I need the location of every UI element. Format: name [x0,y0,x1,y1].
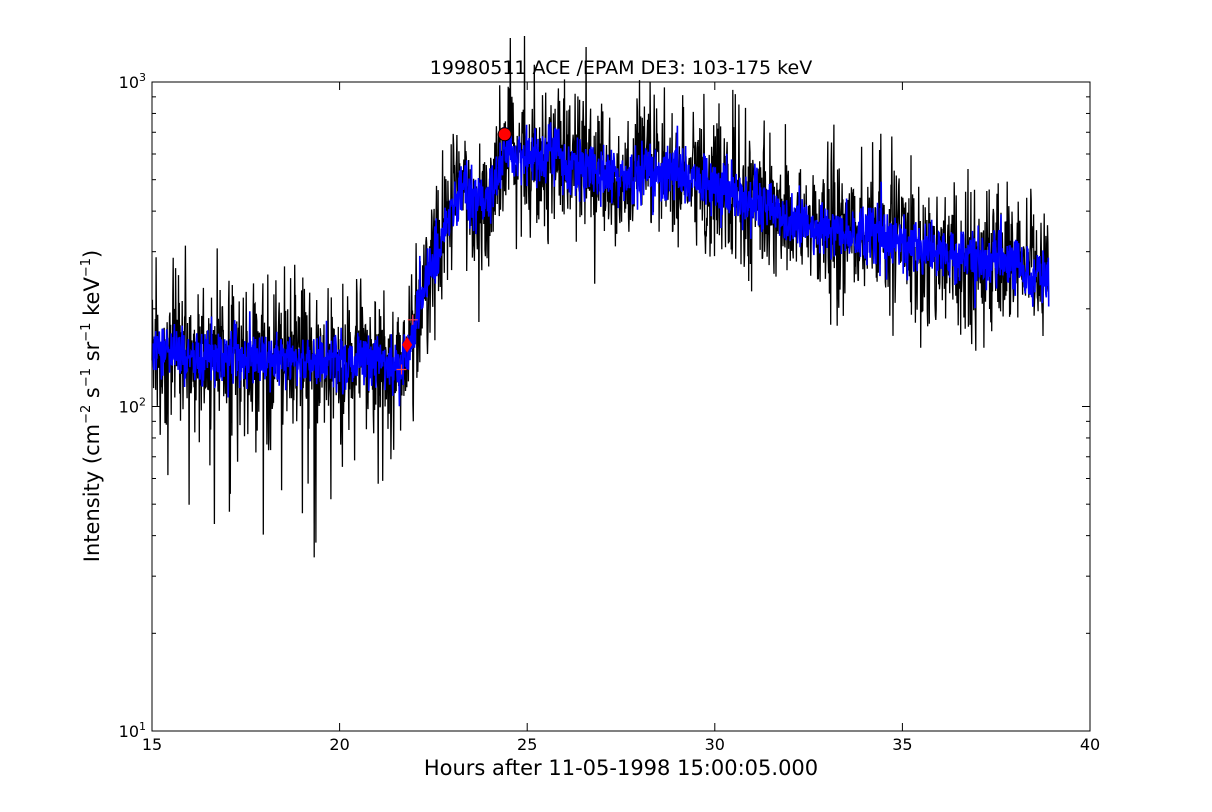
y-tick-label: 101 [119,720,146,741]
smoothed-intensity-line [151,122,1050,407]
x-tick-label: 40 [1080,735,1100,754]
y-tick-label: 103 [119,71,146,92]
chart-title: 19980511 ACE /EPAM DE3: 103-175 keV [430,57,812,79]
x-axis-label: Hours after 11-05-1998 15:00:05.000 [424,756,818,780]
x-tick-label: 30 [705,735,725,754]
onset-bound-marker [396,364,407,375]
series-layer [151,35,1050,558]
x-tick-label: 15 [142,735,162,754]
y-axis-label: Intensity (cm−2 s−1 sr−1 keV−1) [79,250,104,562]
y-tick-labels: 101 102 103 [119,71,146,741]
x-tick-label: 35 [892,735,912,754]
marker-layer [396,127,512,375]
peak-marker [497,127,512,142]
onset-bound-marker [407,314,418,325]
onset-marker [402,336,413,353]
x-tick-label: 20 [329,735,349,754]
x-tick-labels: 15 20 25 30 35 40 [142,735,1100,754]
x-tick-label: 25 [517,735,537,754]
y-tick-label: 102 [119,396,146,417]
raw-intensity-line [151,35,1050,558]
tick-layer [151,81,1091,732]
